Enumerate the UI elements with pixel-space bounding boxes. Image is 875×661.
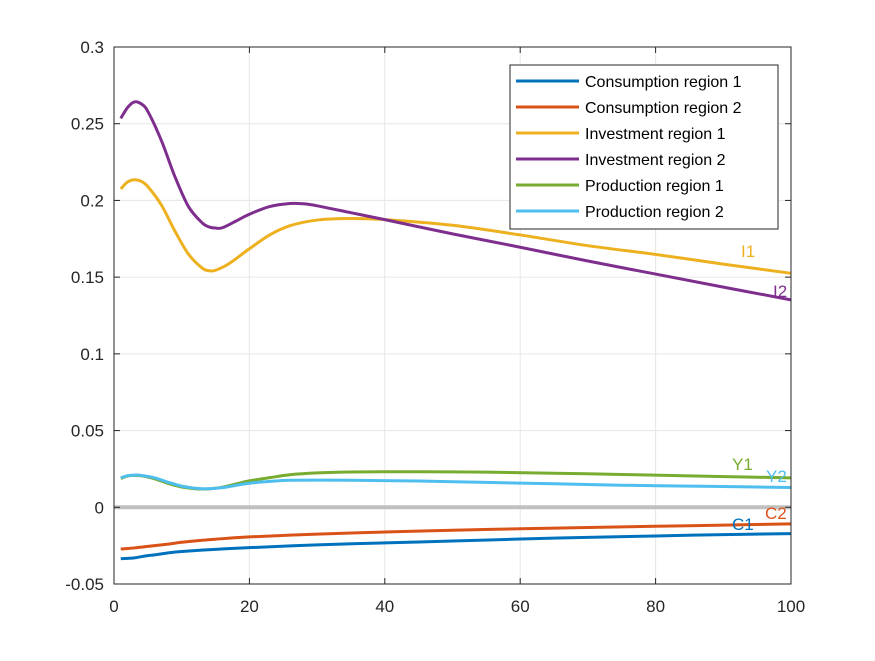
series-label-i1: I1 — [741, 242, 755, 261]
y-tick-label: 0 — [95, 498, 104, 517]
legend-item-consumption-region-2[interactable]: Consumption region 2 — [516, 100, 742, 117]
series-label-i2: I2 — [773, 282, 787, 301]
series-label-c2: C2 — [765, 504, 787, 523]
series-line-production-region-2 — [120, 473, 792, 491]
legend-item-investment-region-2[interactable]: Investment region 2 — [516, 152, 726, 169]
legend-label: Investment region 2 — [585, 152, 726, 169]
series-line-consumption-region-1 — [120, 532, 792, 561]
x-tick-label: 100 — [777, 597, 805, 616]
series-label-y1: Y1 — [732, 455, 753, 474]
y-tick-label: -0.05 — [65, 575, 104, 594]
series-line-consumption-region-2 — [120, 522, 792, 551]
x-tick-label: 60 — [511, 597, 530, 616]
x-tick-label: 20 — [240, 597, 259, 616]
y-tick-label: 0.1 — [80, 345, 104, 364]
legend-item-production-region-2[interactable]: Production region 2 — [516, 204, 724, 221]
x-tick-label: 0 — [109, 597, 118, 616]
legend-box — [509, 64, 779, 230]
y-tick-label: 0.2 — [80, 191, 104, 210]
axes-box — [113, 46, 792, 585]
series-end-labels: C1 C2 I1 I2 Y1 Y2 — [732, 242, 787, 534]
x-tick-label: 80 — [646, 597, 665, 616]
legend-item-investment-region-1[interactable]: Investment region 1 — [516, 126, 726, 143]
legend[interactable]: Consumption region 1 Consumption region 2… — [509, 64, 779, 230]
y-axis-ticks: -0.05 0 0.05 0.1 0.15 0.2 0.25 0.3 — [65, 38, 791, 594]
legend-label: Consumption region 1 — [585, 74, 742, 91]
legend-label: Production region 1 — [585, 178, 724, 195]
y-tick-label: 0.3 — [80, 38, 104, 57]
series-label-y2: Y2 — [766, 467, 787, 486]
legend-label: Consumption region 2 — [585, 100, 742, 117]
series-label-c1: C1 — [732, 515, 754, 534]
y-tick-label: 0.25 — [71, 115, 104, 134]
legend-label: Investment region 1 — [585, 126, 726, 143]
series-line-investment-region-2 — [119, 100, 792, 302]
legend-item-consumption-region-1[interactable]: Consumption region 1 — [516, 74, 742, 91]
series-line-investment-region-1 — [119, 178, 792, 275]
y-tick-label: 0.05 — [71, 422, 104, 441]
legend-label: Production region 2 — [585, 204, 724, 221]
series-lines — [119, 100, 792, 561]
legend-item-production-region-1[interactable]: Production region 1 — [516, 178, 724, 195]
x-tick-label: 40 — [375, 597, 394, 616]
x-axis-ticks: 0 20 40 60 80 100 — [109, 47, 805, 616]
y-tick-label: 0.15 — [71, 268, 104, 287]
